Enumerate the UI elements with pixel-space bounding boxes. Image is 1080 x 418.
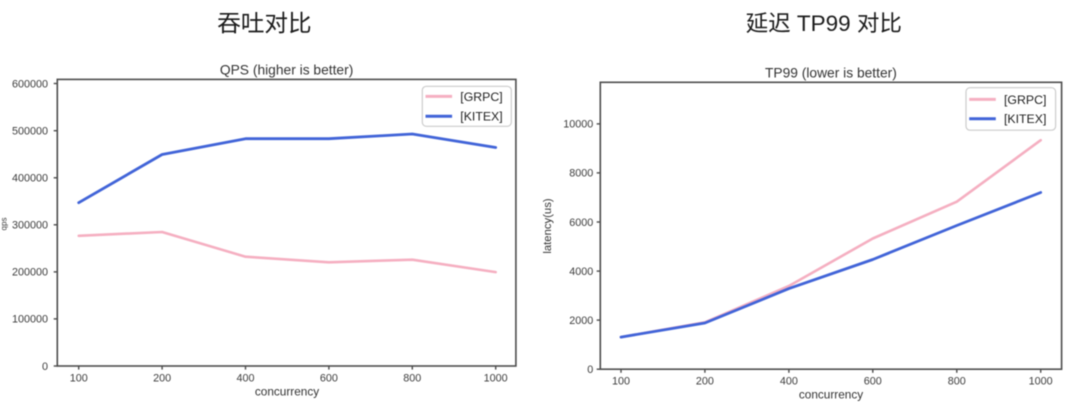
svg-text:4000: 4000	[569, 266, 593, 278]
svg-text:200: 200	[153, 372, 171, 384]
svg-text:TP99 (lower is better): TP99 (lower is better)	[765, 66, 897, 81]
svg-text:6000: 6000	[569, 217, 593, 229]
svg-text:concurrency: concurrency	[255, 384, 319, 398]
svg-text:latency(us): latency(us)	[542, 198, 554, 253]
svg-text:[KITEX]: [KITEX]	[1004, 112, 1046, 126]
svg-text:600000: 600000	[12, 78, 48, 90]
svg-text:200: 200	[696, 376, 714, 388]
svg-text:0: 0	[42, 361, 48, 373]
svg-text:2000: 2000	[569, 315, 593, 327]
svg-text:0: 0	[587, 364, 593, 376]
svg-text:500000: 500000	[12, 126, 48, 138]
svg-text:100: 100	[70, 372, 88, 384]
svg-text:8000: 8000	[569, 168, 593, 180]
svg-text:200000: 200000	[12, 267, 48, 279]
svg-text:QPS (higher is better): QPS (higher is better)	[220, 63, 353, 78]
svg-text:concurrency: concurrency	[799, 387, 863, 401]
svg-text:[KITEX]: [KITEX]	[460, 110, 502, 124]
svg-text:qps: qps	[0, 218, 9, 231]
svg-text:400: 400	[236, 372, 254, 384]
svg-text:[GRPC]: [GRPC]	[1004, 93, 1046, 107]
svg-text:400000: 400000	[12, 173, 48, 185]
svg-text:TP99: TP99	[797, 11, 851, 36]
svg-text:800: 800	[403, 372, 421, 384]
svg-text:[GRPC]: [GRPC]	[460, 90, 502, 104]
svg-text:300000: 300000	[12, 220, 48, 232]
svg-text:400: 400	[780, 376, 798, 388]
svg-text:1000: 1000	[484, 372, 508, 384]
svg-text:600: 600	[320, 372, 338, 384]
svg-text:100: 100	[612, 376, 630, 388]
svg-text:100000: 100000	[12, 314, 48, 326]
svg-text:600: 600	[864, 376, 882, 388]
svg-text:10000: 10000	[563, 119, 593, 131]
svg-text:1000: 1000	[1029, 376, 1053, 388]
svg-text:800: 800	[948, 376, 966, 388]
